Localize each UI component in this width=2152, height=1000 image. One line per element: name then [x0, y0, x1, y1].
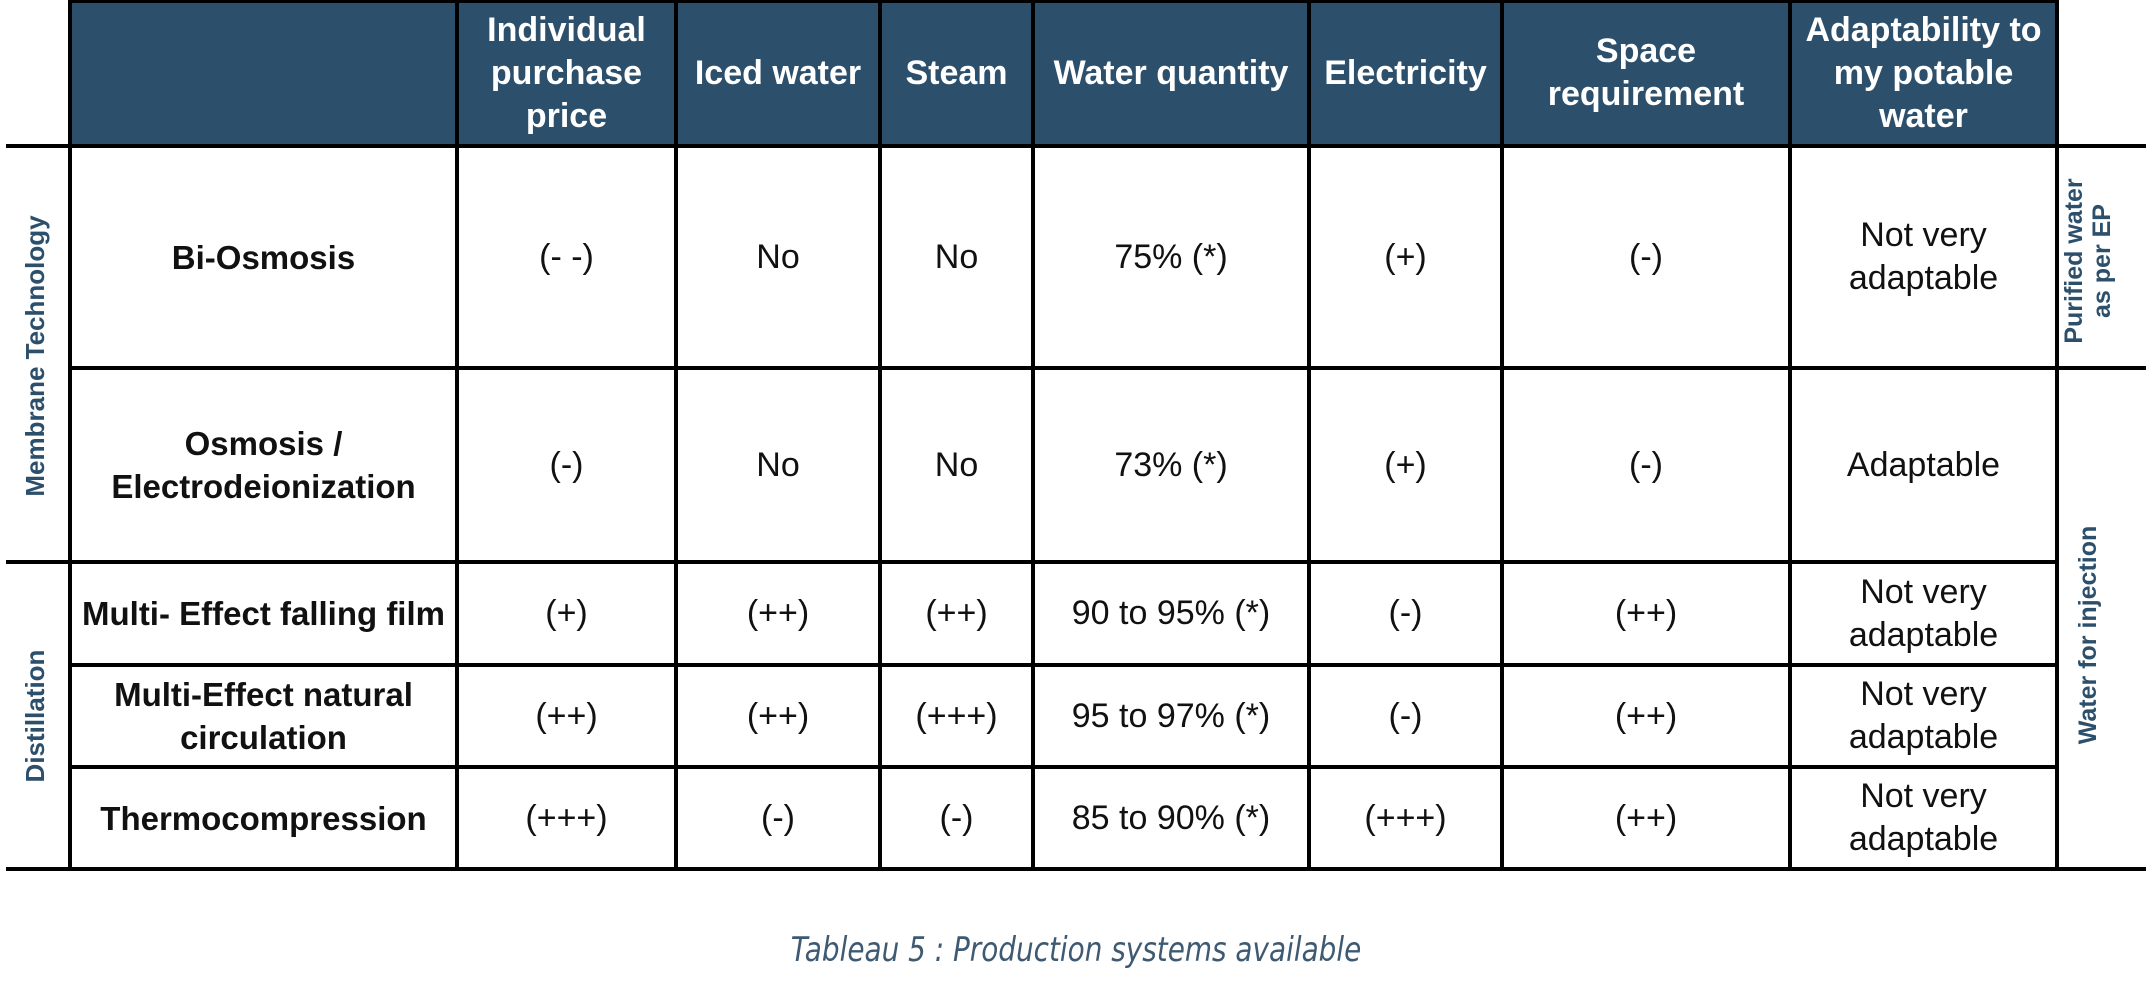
column-header-adaptability: Adaptability to my potable water — [1792, 2, 2055, 144]
table-rule-col-8 — [2055, 0, 2059, 871]
row-name-osmosis-electrodeionization: Osmosis / Electrodeionization — [111, 425, 416, 505]
row-name-multi-effect-natural-circulation: Multi-Effect natural circulation — [114, 676, 413, 756]
table-rule-col-2 — [674, 0, 678, 871]
table-cell: Adaptable — [1846, 445, 2001, 484]
table-cell: (++) — [925, 594, 988, 632]
table-rule-side-split — [2055, 366, 2146, 370]
table-cell: Not very adaptable — [1848, 777, 1999, 858]
table-cell: (+++) — [915, 696, 998, 735]
column-header-electricity: Electricity — [1311, 2, 1500, 144]
row-name-multi-effect-falling-film: Multi- Effect falling film — [82, 595, 445, 632]
table-cell: (-) — [1629, 237, 1663, 276]
table-rule-col-1 — [455, 0, 459, 871]
table-rule-col-4 — [1031, 0, 1035, 871]
table-cell: (-) — [1629, 445, 1663, 484]
column-header-iced-water: Iced water — [678, 2, 878, 144]
table-rule-bottom — [6, 867, 2146, 871]
table-cell: No — [934, 237, 979, 276]
column-header-purchase-price: Individual purchase price — [459, 2, 674, 144]
table-cell: 85 to 90% (*) — [1071, 798, 1271, 837]
table-cell: Not very adaptable — [1848, 675, 1999, 756]
table-cell: 90 to 95% (*) — [1071, 594, 1271, 632]
side-label-water-for-injection: Water for injection — [2074, 525, 2102, 745]
side-label-purified-water: Purified water as per EP — [2060, 178, 2116, 344]
table-cell: (-) — [1388, 594, 1423, 632]
table-cell: (++) — [1614, 798, 1678, 837]
table-rule-col-3 — [878, 0, 882, 871]
table-caption: Tableau 5 : Production systems available — [790, 930, 1362, 970]
table-cell: (- -) — [539, 237, 594, 276]
table-cell: (++) — [746, 696, 810, 735]
table-cell: (-) — [939, 798, 974, 837]
table-rule-col-0 — [68, 0, 72, 871]
table-cell: (+++) — [1364, 798, 1447, 837]
table-cell: No — [756, 445, 800, 484]
row-name-thermocompression: Thermocompression — [100, 799, 427, 837]
table-rule-row-1 — [68, 366, 2055, 370]
table-cell: (+) — [1384, 237, 1427, 276]
header-row-label-cell — [68, 2, 455, 144]
table-cell: (+) — [1384, 445, 1427, 484]
table-cell: (+++) — [525, 798, 608, 837]
table-cell: (-) — [549, 445, 584, 484]
group-label-membrane-technology: Membrane Technology — [20, 215, 50, 497]
table-cell: (-) — [761, 798, 795, 837]
column-header-space-requirement: Space requirement — [1504, 2, 1788, 144]
table-cell: Not very adaptable — [1848, 216, 1999, 297]
table-rule-col-5 — [1307, 0, 1311, 871]
table-cell: 95 to 97% (*) — [1071, 696, 1271, 735]
table-cell: Not very adaptable — [1848, 572, 1999, 654]
table-rule-row-4 — [68, 765, 2059, 769]
table-cell: No — [934, 445, 979, 484]
table-rule-col-7 — [1788, 0, 1792, 871]
table-cell: No — [756, 237, 800, 276]
table-rule-col-6 — [1500, 0, 1504, 871]
header-top-rule — [68, 0, 2059, 3]
group-label-distillation: Distillation — [20, 649, 50, 783]
column-header-water-quantity: Water quantity — [1035, 2, 1307, 144]
table-cell: (++) — [1614, 594, 1678, 632]
table-cell: (++) — [746, 594, 810, 632]
table-cell: (++) — [535, 696, 598, 735]
table-cell: (++) — [1614, 696, 1678, 735]
table-cell: (-) — [1388, 696, 1423, 735]
row-name-bi-osmosis: Bi-Osmosis — [171, 238, 356, 276]
column-header-steam: Steam — [882, 2, 1031, 144]
table-cell: (+) — [545, 594, 588, 632]
table-cell: 75% (*) — [1114, 237, 1228, 276]
table-cell: 73% (*) — [1114, 445, 1228, 484]
table-rule-top-body — [6, 144, 2146, 148]
table-rule-row-3 — [68, 663, 2059, 667]
